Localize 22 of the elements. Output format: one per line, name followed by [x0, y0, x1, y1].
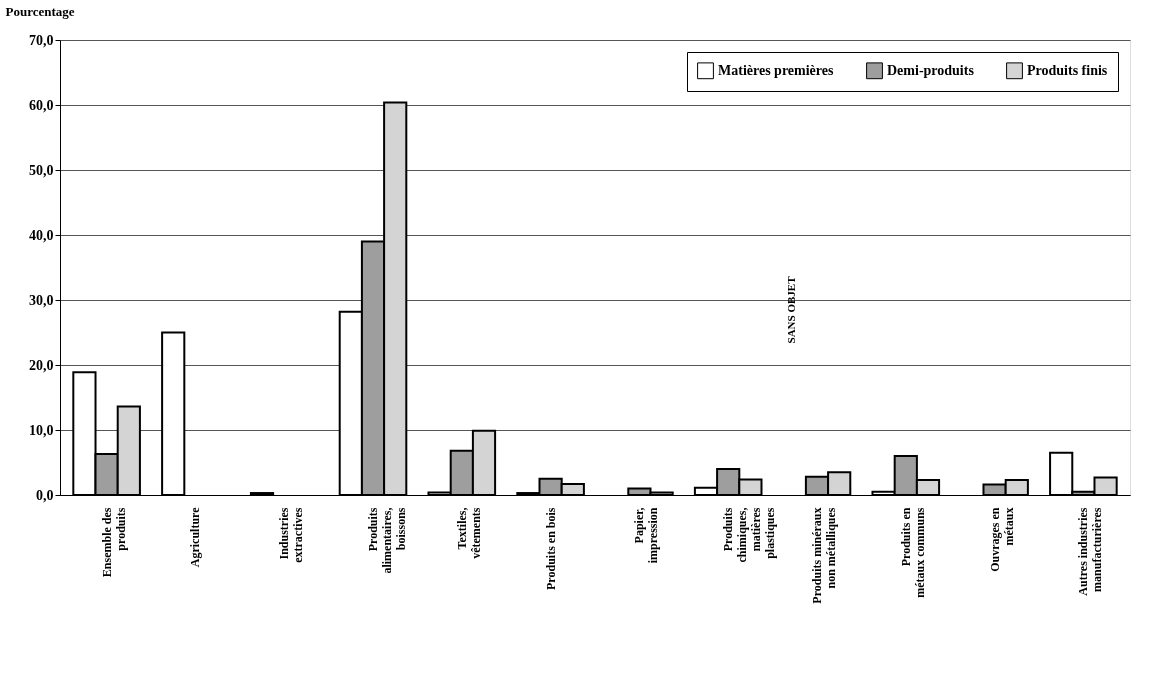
y-tick-label: 60,0: [29, 97, 54, 113]
x-tick-label: Agriculture: [188, 506, 203, 568]
x-tick-label: Ouvrages en métaux: [987, 507, 1016, 572]
y-tick-label: 0,0: [36, 487, 54, 503]
x-tick-label: Papier, impression: [632, 507, 661, 564]
legend-label: Demi-produits: [887, 62, 975, 78]
legend-label: Matières premières: [718, 62, 834, 78]
x-tick-label: Produits chimiques, matières plastiques: [721, 507, 778, 563]
y-tick-label: 40,0: [29, 227, 54, 243]
y-tick-label: 20,0: [29, 357, 54, 373]
y-tick-label: 30,0: [29, 292, 54, 308]
x-tick-label: Textiles, vêtements: [454, 507, 483, 559]
y-tick-label: 50,0: [29, 162, 54, 178]
x-tick-label: Produits en bois: [543, 507, 558, 590]
x-tick-label: Industries extractives: [277, 507, 306, 563]
y-tick-label: 70,0: [29, 32, 54, 48]
legend-label: Produits finis: [1027, 62, 1108, 78]
x-tick-label: Produits alimentaires, boissons: [366, 507, 409, 574]
x-tick-label: Ensemble des produits: [99, 507, 128, 578]
annotation: SANS OBJET: [785, 275, 798, 344]
y-tick-label: 10,0: [29, 422, 54, 438]
y-axis-title: Pourcentage: [5, 3, 75, 19]
